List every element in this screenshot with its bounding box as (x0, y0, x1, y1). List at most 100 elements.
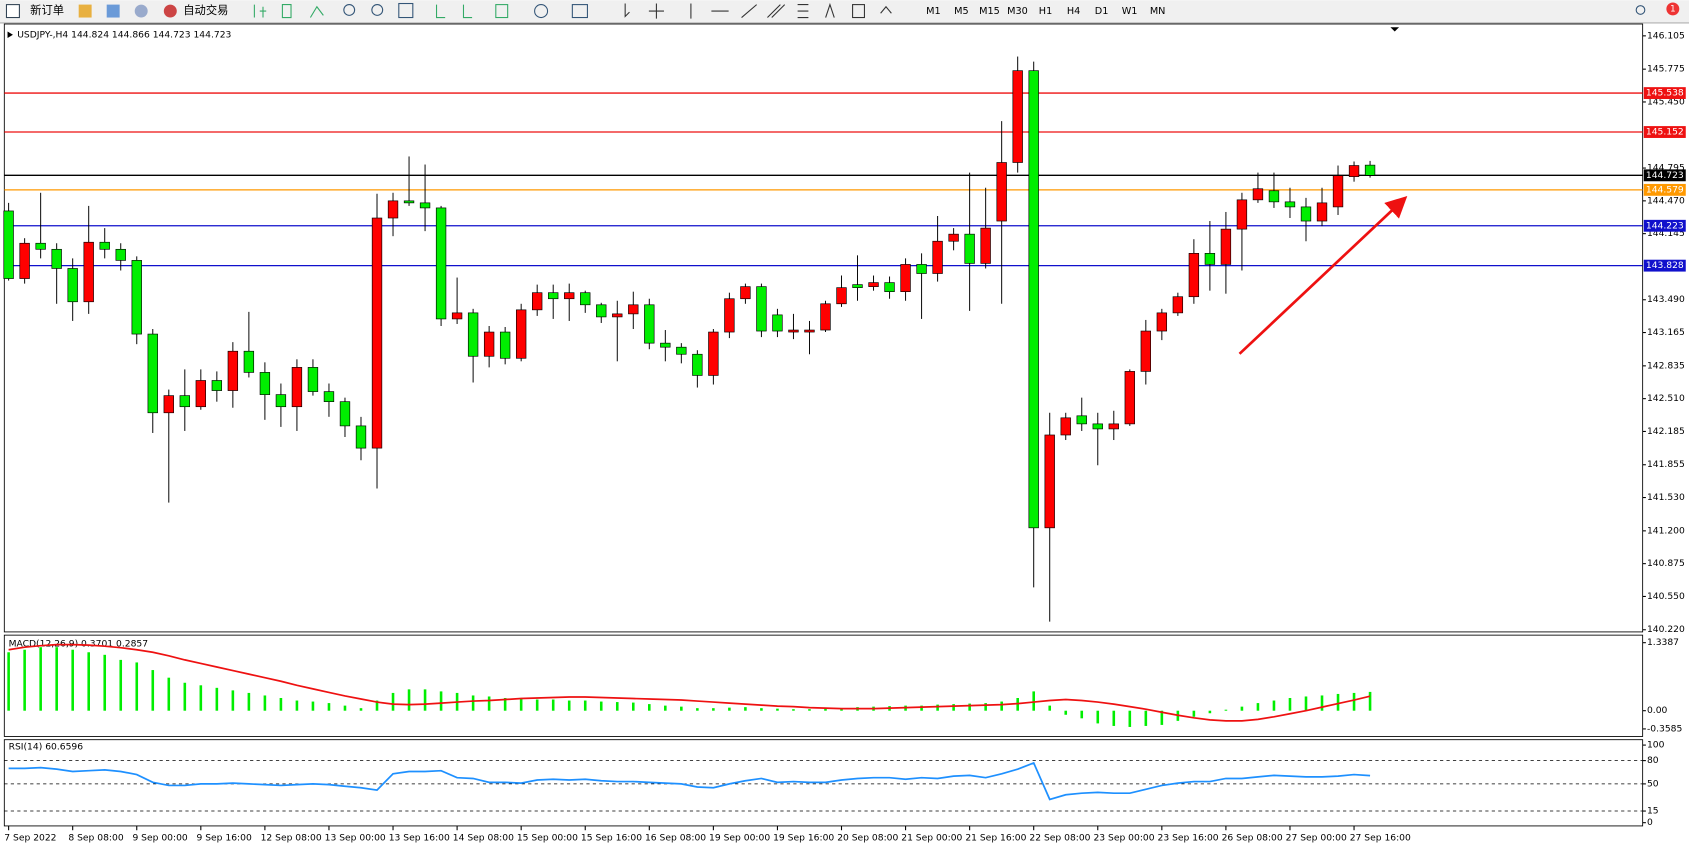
candle-body (291, 367, 303, 408)
candle-body (3, 210, 14, 279)
cursor[interactable] (624, 3, 630, 18)
new-order[interactable]: 新订单 (30, 3, 64, 17)
candle-body (515, 309, 527, 359)
candle-body (708, 331, 719, 376)
tile[interactable] (398, 2, 414, 19)
x-tick-label: 7 Sep 2022 (4, 832, 56, 843)
crosshair[interactable] (648, 3, 664, 19)
y-tick-label: 140.875 (1647, 558, 1685, 569)
trendline[interactable] (741, 4, 758, 18)
y-tick-label: 145.775 (1647, 64, 1685, 75)
zoom-out[interactable] (371, 4, 384, 16)
x-tick-label: 15 Sep 00:00 (517, 832, 578, 843)
x-tick-label: 21 Sep 00:00 (901, 832, 962, 843)
x-tick-label: 26 Sep 08:00 (1222, 832, 1283, 843)
auto-trading[interactable]: 自动交易 (183, 3, 228, 17)
timeframe[interactable]: M30 (1007, 6, 1028, 17)
candle-body (596, 304, 607, 318)
candle-body (1044, 434, 1055, 529)
candle-body (1332, 175, 1344, 208)
macd-panel (3, 634, 1644, 737)
fibo[interactable] (797, 4, 809, 19)
candle-body (195, 380, 206, 408)
x-tick-label: 19 Sep 00:00 (709, 832, 770, 843)
y-tick-label: 15 (1647, 806, 1659, 817)
timeframe[interactable]: H1 (1039, 6, 1052, 17)
candle-body (564, 292, 575, 300)
zoom-in[interactable] (343, 4, 356, 16)
y-tick-label: 146.105 (1647, 30, 1685, 41)
icon[interactable] (134, 4, 148, 18)
icon[interactable] (281, 4, 292, 19)
timeframe[interactable]: M1 (926, 6, 941, 17)
candle-body (740, 286, 751, 300)
timeframe[interactable]: H4 (1067, 6, 1080, 17)
candle-body (916, 264, 927, 274)
candle-body (772, 314, 783, 332)
text-tool[interactable] (825, 2, 835, 18)
candle-body (483, 331, 495, 357)
x-tick-label: 23 Sep 16:00 (1158, 832, 1219, 843)
candle-body (628, 304, 639, 315)
candle-body (964, 233, 975, 264)
arrows-tool[interactable] (880, 5, 892, 14)
candle-body (836, 287, 847, 305)
channel[interactable] (767, 4, 786, 18)
notification-badge[interactable] (1666, 2, 1680, 16)
candle-body (1284, 201, 1296, 208)
rsi-title: RSI(14) 60.6596 (9, 742, 84, 753)
templates[interactable] (571, 4, 588, 19)
new-order-icon[interactable] (5, 4, 20, 19)
level-tag (1643, 126, 1686, 138)
timeframe[interactable]: W1 (1122, 6, 1138, 17)
candle-body (19, 242, 30, 279)
candle-body (948, 233, 959, 242)
candle-body (1076, 415, 1087, 425)
icon[interactable] (435, 4, 446, 19)
label-tool[interactable] (852, 4, 865, 19)
candle-body (900, 264, 911, 293)
candle-body (1268, 190, 1280, 203)
candle-body (820, 303, 831, 331)
search[interactable] (1635, 5, 1646, 15)
y-tick-label: 144.795 (1647, 163, 1685, 174)
candle-body (1092, 423, 1103, 430)
candle-body (788, 329, 799, 333)
candle-body (644, 304, 655, 344)
icon[interactable] (78, 4, 92, 18)
timeframe[interactable]: M15 (979, 6, 1000, 17)
candle-body (676, 346, 687, 355)
candle-body (499, 331, 511, 359)
icon[interactable] (462, 4, 473, 19)
y-tick-label: 142.835 (1647, 360, 1685, 371)
candle-body (147, 333, 158, 414)
candle-body (1220, 228, 1232, 265)
candle-body (1300, 206, 1312, 222)
timeframe[interactable]: M5 (954, 6, 969, 17)
y-tick-label: 140.550 (1647, 591, 1685, 602)
candle-body (83, 241, 94, 303)
timeframe[interactable]: MN (1150, 6, 1166, 17)
candle-body (131, 260, 142, 335)
notification-count[interactable]: 1 (1670, 4, 1675, 14)
timeframe[interactable]: D1 (1095, 6, 1109, 17)
indicators[interactable] (495, 4, 509, 19)
level-label: 144.723 (1646, 170, 1684, 181)
candle-body (756, 286, 767, 332)
candle-body (1188, 253, 1200, 298)
x-tick-label: 12 Sep 08:00 (261, 832, 322, 843)
y-tick-label: 141.530 (1647, 492, 1685, 503)
auto-trading-icon[interactable] (163, 4, 177, 18)
y-tick-label: 100 (1647, 740, 1665, 751)
icon[interactable] (253, 4, 267, 18)
candle-body (211, 380, 223, 391)
candle-body (1316, 202, 1328, 222)
periods[interactable] (534, 4, 549, 19)
candle-body (419, 202, 431, 209)
icon[interactable] (106, 4, 120, 18)
level-label: 144.223 (1646, 220, 1684, 231)
icon[interactable] (309, 5, 324, 18)
level-tag (1643, 183, 1686, 196)
rsi-line (8, 761, 1371, 801)
y-tick-label: -0.3585 (1647, 723, 1683, 734)
